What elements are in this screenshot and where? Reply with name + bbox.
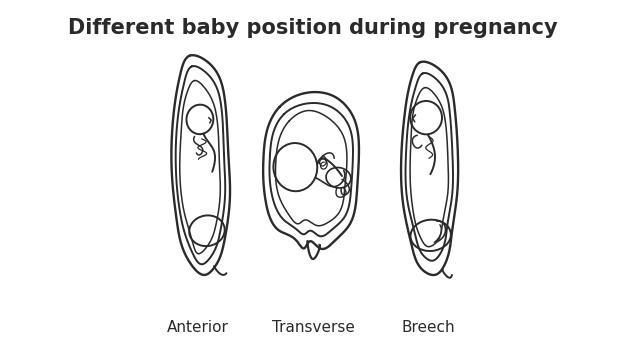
Text: Anterior: Anterior [167, 321, 229, 335]
Text: Breech: Breech [401, 321, 454, 335]
Text: Transverse: Transverse [272, 321, 354, 335]
Text: Different baby position during pregnancy: Different baby position during pregnancy [68, 18, 558, 38]
